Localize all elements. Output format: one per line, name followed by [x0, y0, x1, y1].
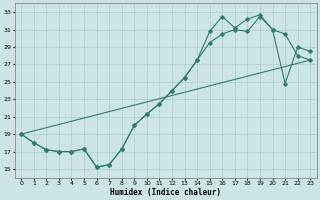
X-axis label: Humidex (Indice chaleur): Humidex (Indice chaleur)	[110, 188, 221, 197]
